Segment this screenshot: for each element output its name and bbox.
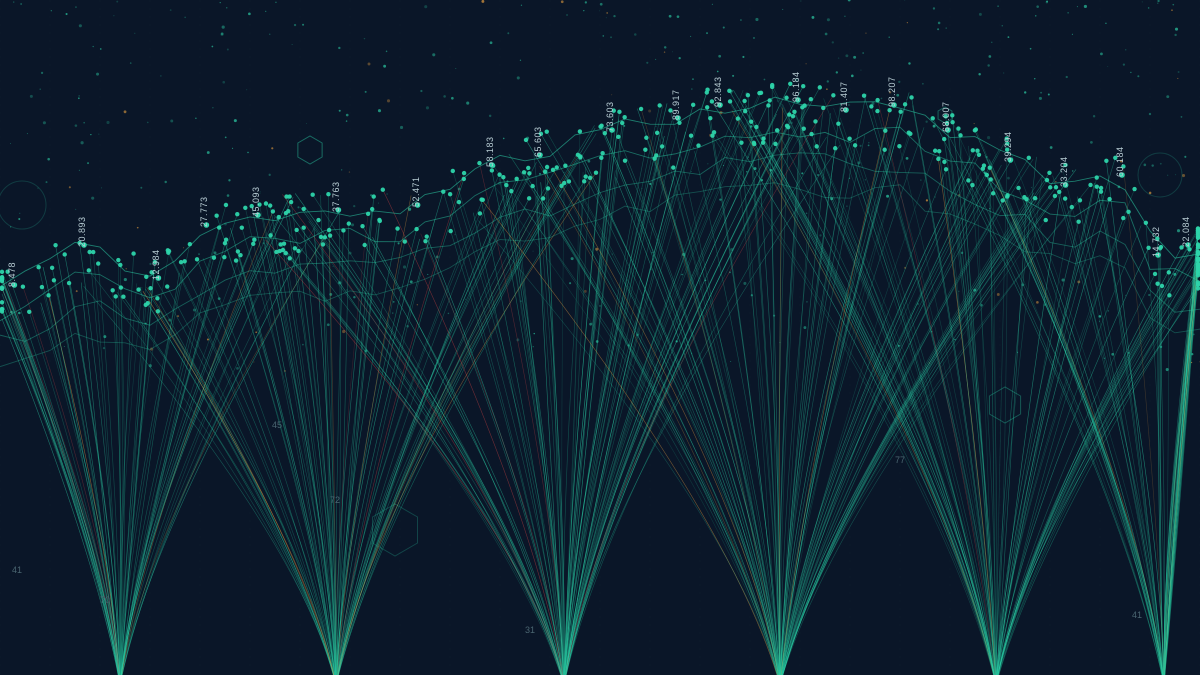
value-label: 39.294 xyxy=(1003,131,1013,162)
value-label: 33.204 xyxy=(1059,156,1069,187)
value-label: 73.603 xyxy=(605,101,615,132)
value-label: 52.471 xyxy=(411,176,421,207)
value-label: 81.407 xyxy=(839,81,849,112)
floating-label: 70 xyxy=(100,595,110,605)
value-label: 20.893 xyxy=(77,216,87,247)
value-label: 68.007 xyxy=(941,101,951,132)
value-label: 14.732 xyxy=(1151,226,1161,257)
floating-label: 31 xyxy=(525,625,535,635)
floating-label: 41 xyxy=(12,565,22,575)
data-visualization-canvas xyxy=(0,0,1200,675)
value-label: 22.084 xyxy=(1181,216,1191,247)
value-label: 98.207 xyxy=(887,76,897,107)
value-label: 96.184 xyxy=(791,71,801,102)
value-label: 45.093 xyxy=(251,186,261,217)
floating-label: 41 xyxy=(1132,610,1142,620)
value-label: 27.773 xyxy=(199,196,209,227)
floating-label: 72 xyxy=(330,495,340,505)
floating-label: 45 xyxy=(272,420,282,430)
floating-label: 77 xyxy=(895,455,905,465)
value-label: 89.917 xyxy=(671,89,681,120)
value-label: 37.763 xyxy=(331,181,341,212)
value-label: 65.603 xyxy=(533,126,543,157)
value-label: 8.478 xyxy=(7,262,17,287)
value-label: 60.184 xyxy=(1115,146,1125,177)
value-label: 92.843 xyxy=(713,76,723,107)
value-label: 12.984 xyxy=(151,249,161,280)
value-label: 58.183 xyxy=(485,136,495,167)
